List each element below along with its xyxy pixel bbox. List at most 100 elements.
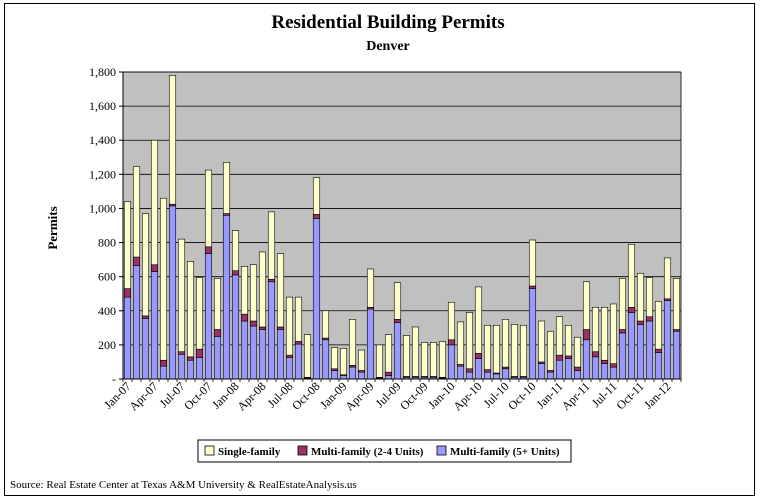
bar-multi-family-5plus [609,366,618,380]
legend-label-single-family: Single-family [218,446,281,458]
bar-single-family [123,201,132,289]
bar-single-family [609,303,618,364]
bar-multi-family-2-4 [123,288,132,298]
bar-multi-family-5plus [582,339,591,380]
bar-multi-family-5plus [249,325,258,380]
bar-multi-family-5plus [222,214,231,380]
bar-single-family [231,230,240,271]
bar-single-family [672,278,681,330]
bar-single-family [222,162,231,214]
x-tick-label: Apr-08 [234,379,268,413]
bar-single-family [249,264,258,322]
bar-single-family [312,177,321,215]
y-axis: - 200 400 600 800 1,000 1,200 1,400 1,600 1,800 [89,65,124,386]
x-tick-label: Oct-07 [181,379,214,412]
bar-multi-family-5plus [663,300,672,380]
bar-single-family [384,334,393,373]
bar-multi-family-5plus [177,353,186,380]
bar-multi-family-2-4 [645,316,654,322]
bar-multi-family-5plus [294,343,303,380]
chart-title: Residential Building Permits [271,12,504,33]
bar-multi-family-5plus [618,332,627,380]
bar-multi-family-2-4 [285,354,294,358]
bar-multi-family-5plus [483,371,492,380]
bar-multi-family-2-4 [240,313,249,322]
bar-multi-family-2-4 [573,366,582,371]
bar-single-family [132,166,141,258]
legend-label-multi-family-5plus: Multi-family (5+ Units) [450,446,560,458]
bar-multi-family-2-4 [474,353,483,359]
bar-multi-family-2-4 [483,369,492,373]
chart-subtitle: Denver [366,39,410,54]
bar-multi-family-5plus [357,371,366,380]
bar-multi-family-5plus [150,271,159,380]
bar-multi-family-2-4 [204,246,213,254]
bar-single-family [510,324,519,377]
bar-multi-family-2-4 [618,329,627,334]
bar-single-family [501,319,510,368]
y-tick-label: 1,200 [89,167,116,181]
bar-multi-family-2-4 [258,326,267,330]
bar-multi-family-5plus [195,357,204,380]
bar-single-family [600,307,609,361]
bar-single-family [348,319,357,366]
bar-multi-family-5plus [168,205,177,380]
bar-multi-family-5plus [672,330,681,380]
bar-multi-family-2-4 [393,319,402,324]
bar-multi-family-5plus [330,370,339,380]
y-tick-label: 1,800 [89,65,116,79]
y-tick-label: 200 [98,338,116,352]
bar-multi-family-5plus [348,366,357,380]
bar-multi-family-5plus [501,368,510,380]
bar-single-family [303,334,312,378]
bar-multi-family-5plus [186,359,195,380]
bar-multi-family-2-4 [609,363,618,368]
x-tick-label: Oct-11 [613,379,646,412]
x-tick-label: Apr-11 [559,379,593,413]
bar-single-family [627,243,636,308]
bar-single-family [591,307,600,353]
bar-multi-family-2-4 [465,368,474,373]
bar-multi-family-2-4 [150,264,159,272]
bar-multi-family-5plus [636,324,645,380]
bar-multi-family-5plus [276,329,285,380]
bar-multi-family-2-4 [600,359,609,364]
bar-multi-family-5plus [123,296,132,380]
bar-single-family [294,296,303,342]
y-tick-label: - [112,372,116,386]
bar-multi-family-2-4 [195,348,204,358]
bar-multi-family-5plus [600,363,609,380]
bar-single-family [645,277,654,318]
bar-single-family [456,321,465,365]
bar-single-family [564,324,573,357]
bar-multi-family-5plus [591,356,600,380]
bar-single-family [321,310,330,339]
legend-box [197,439,572,463]
x-tick-label: Apr-07 [126,379,160,413]
bar-single-family [258,251,267,328]
bar-single-family [276,253,285,328]
bar-single-family [375,344,384,378]
bar-multi-family-5plus [654,352,663,380]
bar-single-family [357,349,366,371]
bar-multi-family-2-4 [231,270,240,276]
bar-single-family [573,336,582,368]
bar-multi-family-5plus [159,365,168,380]
bar-multi-family-5plus [258,329,267,380]
bar-single-family [528,239,537,287]
bar-single-family [186,261,195,358]
bar-single-family [141,213,150,317]
bar-multi-family-2-4 [582,329,591,341]
y-tick-label: 600 [98,270,116,284]
y-axis-label: Permits [45,206,60,249]
legend-label-multi-family-2-4: Multi-family (2-4 Units) [311,446,424,458]
bar-multi-family-5plus [132,265,141,380]
legend-swatch-multi-family-2-4 [297,445,308,456]
bar-single-family [168,75,177,205]
x-tick-label: Oct-09 [397,379,430,412]
bar-multi-family-2-4 [159,359,168,367]
bar-multi-family-5plus [456,365,465,380]
bar-multi-family-2-4 [186,356,195,361]
bar-single-family [537,320,546,363]
bar-single-family [582,281,591,330]
